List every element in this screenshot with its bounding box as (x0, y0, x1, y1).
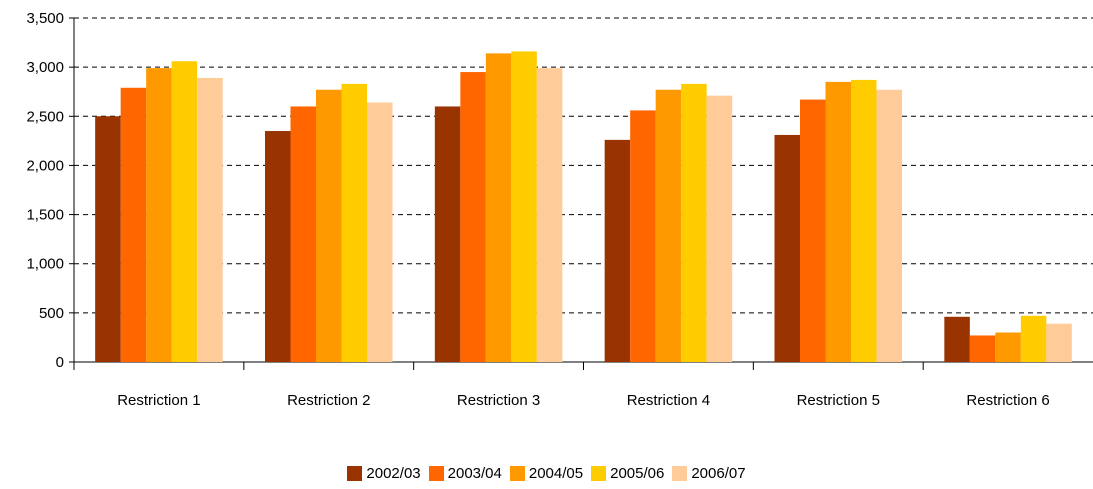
bar (197, 77, 223, 362)
bar (290, 106, 316, 362)
bar (341, 83, 367, 362)
legend-label: 2006/07 (691, 465, 746, 482)
bar (536, 68, 563, 362)
bar (171, 61, 198, 362)
bar (1020, 315, 1047, 362)
bar (265, 131, 291, 362)
bar (851, 79, 877, 363)
legend-item: 2005/06 (591, 465, 664, 482)
legend-swatch (509, 466, 525, 481)
bar (511, 51, 537, 362)
legend-swatch (428, 466, 444, 481)
bar (95, 116, 121, 363)
chart-legend: 2002/03 2003/04 2004/05 2005/06 2006/07 (0, 465, 1093, 482)
legend-item: 2006/07 (672, 465, 746, 482)
y-tick-label: 3,500 (26, 10, 64, 27)
bar (460, 72, 486, 363)
legend-swatch (672, 466, 688, 481)
bar (120, 87, 147, 362)
bar (1046, 323, 1072, 362)
bar (876, 89, 902, 363)
legend-item: 2003/04 (428, 465, 502, 482)
legend-item: 2002/03 (347, 465, 421, 482)
legend-swatch (347, 466, 363, 481)
legend-item: 2004/05 (509, 465, 584, 482)
y-tick-label: 1,000 (26, 256, 64, 273)
bar (367, 102, 393, 363)
bar-chart: 0 500 1,000 1,500 2,000 2,500 3,000 3,500 Restri… (26, 10, 1093, 409)
bar (774, 134, 800, 362)
bar (969, 335, 996, 362)
bar (485, 53, 512, 362)
bar (706, 95, 733, 362)
y-tick-label: 2,500 (26, 108, 64, 125)
bar (800, 99, 826, 362)
x-tick-label: Restriction 5 (797, 392, 880, 409)
legend-label: 2002/03 (366, 465, 421, 482)
x-tick-label: Restriction 1 (117, 392, 200, 409)
y-tick-label: 500 (39, 305, 64, 322)
x-tick-label: Restriction 2 (287, 392, 370, 409)
x-tick-label: Restriction 6 (966, 392, 1049, 409)
bar (825, 81, 851, 362)
legend-swatch (591, 466, 607, 481)
bar (995, 332, 1021, 362)
y-tick-label: 2,000 (26, 157, 64, 174)
legend-label: 2004/05 (528, 465, 584, 482)
y-tick-label: 1,500 (26, 207, 64, 224)
bar (146, 68, 172, 362)
legend-label: 2005/06 (610, 465, 665, 482)
x-tick-label: Restriction 4 (627, 392, 710, 409)
bar (316, 89, 342, 363)
bar (604, 139, 631, 362)
bar (944, 316, 970, 362)
bar (681, 83, 707, 362)
bar (630, 110, 656, 362)
x-tick-label: Restriction 3 (457, 392, 540, 409)
bar (655, 89, 682, 363)
bar (434, 106, 461, 362)
y-tick-label: 0 (56, 354, 64, 371)
legend-label: 2003/04 (447, 465, 502, 482)
y-tick-label: 3,000 (26, 59, 64, 76)
